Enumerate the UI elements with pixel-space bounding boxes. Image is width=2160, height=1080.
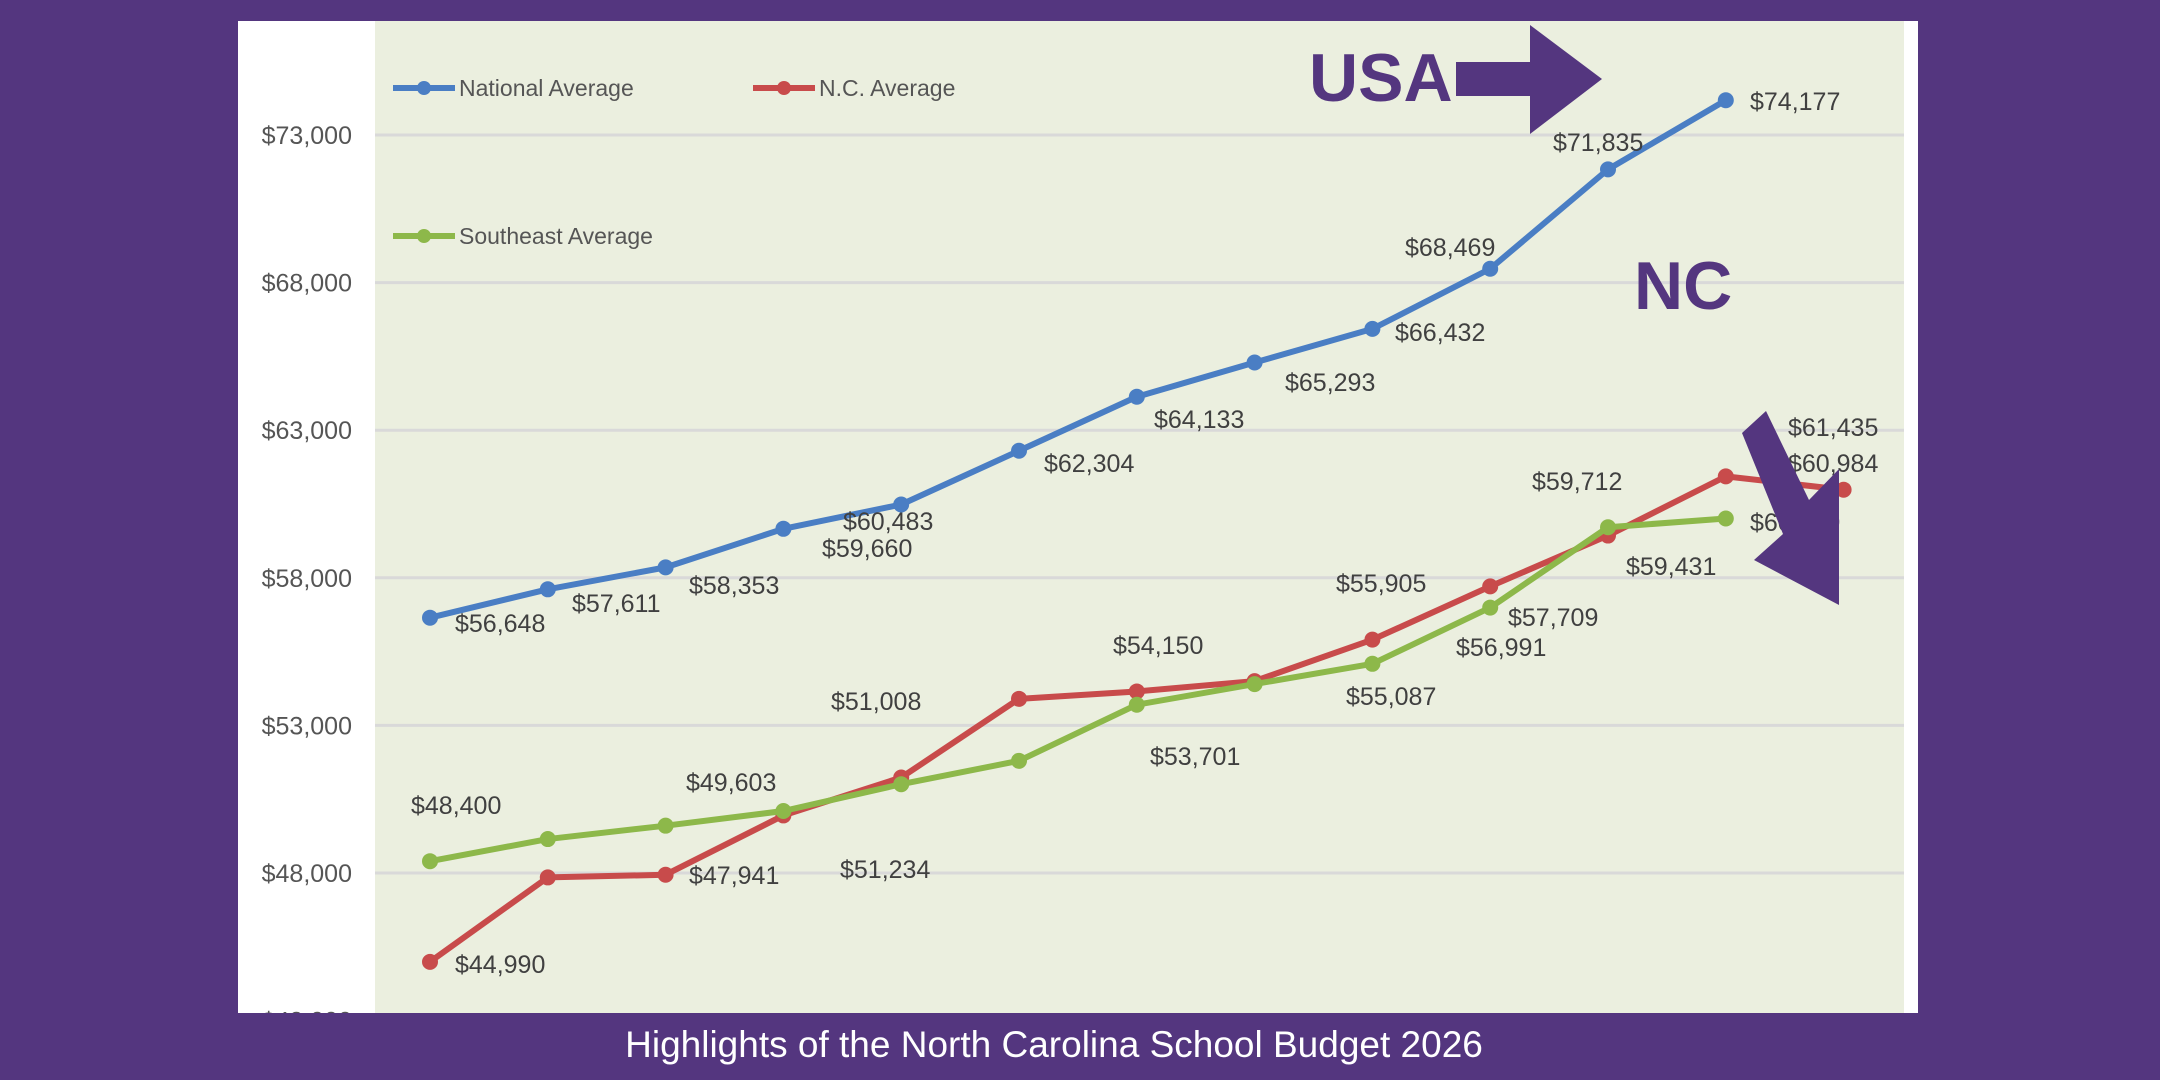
data-point — [1128, 388, 1145, 405]
data-label: $53,701 — [1150, 743, 1240, 771]
data-point — [422, 953, 438, 970]
data-label: $55,087 — [1346, 683, 1436, 711]
data-point — [422, 853, 438, 870]
data-label: $51,008 — [831, 688, 921, 716]
data-point — [1600, 161, 1616, 178]
legend: National Average N.C. Average Southeast Av… — [393, 75, 955, 249]
y-tick-label: $43,000 — [262, 1008, 352, 1036]
data-label: $59,431 — [1626, 553, 1716, 581]
legend-marker — [777, 81, 791, 95]
data-label: $47,941 — [689, 862, 779, 890]
data-label: $48,400 — [411, 792, 501, 820]
data-point — [1835, 481, 1852, 498]
data-label: $54,150 — [1113, 632, 1203, 660]
data-point — [893, 496, 910, 513]
data-label: $49,603 — [686, 769, 776, 797]
data-point — [657, 817, 674, 834]
data-point — [1600, 519, 1616, 536]
arrow-down-right-icon — [1742, 411, 1839, 605]
plot-area — [375, 21, 1904, 1013]
data-point — [1717, 510, 1734, 527]
legend-marker — [417, 229, 431, 243]
data-label: $58,353 — [689, 572, 779, 600]
data-point — [1717, 92, 1734, 109]
usa-callout: USA — [1309, 25, 1602, 134]
data-point — [1482, 578, 1499, 595]
data-point — [1364, 320, 1381, 337]
legend-marker — [417, 81, 431, 95]
data-label: $57,709 — [1508, 604, 1598, 632]
y-tick-label: $73,000 — [262, 122, 352, 150]
data-label: $55,905 — [1336, 570, 1426, 598]
legend-label: National Average — [459, 75, 634, 101]
data-label: $62,304 — [1044, 450, 1134, 478]
arrow-right-icon — [1456, 25, 1602, 134]
data-point — [539, 869, 556, 886]
data-label: $60,984 — [1788, 450, 1878, 478]
data-point — [1482, 599, 1499, 616]
data-point — [1364, 655, 1381, 672]
data-label: $74,177 — [1750, 88, 1840, 116]
data-point — [775, 803, 792, 820]
data-point — [1246, 676, 1263, 693]
footer-title: Highlights of the North Carolina School … — [625, 1024, 1483, 1065]
data-label: $44,990 — [455, 951, 545, 979]
data-point — [1246, 354, 1263, 371]
data-labels: $56,648 $57,611 $58,353 $59,660$60,483 $62,3… — [411, 88, 1878, 979]
y-tick-label: $48,000 — [262, 860, 352, 888]
y-tick-label: $63,000 — [262, 417, 352, 445]
data-point — [1011, 752, 1027, 769]
data-label: $51,234 — [840, 856, 930, 884]
data-label: $57,611 — [572, 590, 661, 618]
y-axis-ticks: $43,000 $48,000 $53,000 $58,000 $63,000 $68,0… — [262, 122, 352, 1036]
nc-callout-text: NC — [1634, 248, 1732, 324]
data-point — [893, 776, 910, 793]
legend-label: Southeast Average — [459, 223, 653, 249]
data-label: $65,293 — [1285, 369, 1375, 397]
data-label: $60,483 — [843, 508, 933, 536]
y-tick-label: $58,000 — [262, 565, 352, 593]
data-point — [1364, 631, 1381, 648]
data-point — [1128, 696, 1145, 713]
series-lines — [422, 92, 1852, 970]
data-point — [539, 581, 556, 598]
y-tick-label: $68,000 — [262, 270, 352, 298]
data-point — [422, 609, 438, 626]
data-label: $68,469 — [1405, 234, 1495, 262]
series-line-0 — [429, 97, 1728, 621]
legend-label: N.C. Average — [819, 75, 955, 101]
data-label: $59,712 — [1532, 468, 1622, 496]
data-label: $56,648 — [455, 610, 545, 638]
data-point — [1011, 690, 1027, 707]
data-point — [1128, 683, 1145, 700]
data-point — [1011, 442, 1027, 459]
data-point — [539, 831, 556, 848]
series-line-2 — [429, 515, 1727, 865]
nc-callout: NC — [1634, 248, 1839, 605]
data-point — [657, 559, 674, 576]
data-point — [775, 520, 792, 537]
data-point — [1717, 468, 1734, 485]
data-label: $56,991 — [1456, 634, 1546, 662]
data-point — [657, 866, 674, 883]
data-label: $59,660 — [822, 535, 912, 563]
y-tick-label: $53,000 — [262, 712, 352, 740]
data-label: $61,435 — [1788, 414, 1878, 442]
usa-callout-text: USA — [1309, 40, 1453, 116]
data-label: $64,133 — [1154, 406, 1244, 434]
data-label: $66,432 — [1395, 319, 1485, 347]
data-label: $71,835 — [1553, 129, 1643, 157]
data-point — [1482, 260, 1499, 277]
